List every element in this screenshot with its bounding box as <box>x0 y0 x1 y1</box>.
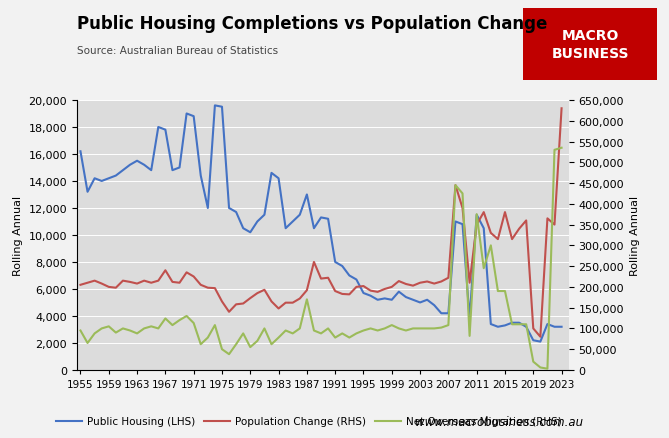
Net Overseas Migration (RHS) <box>240 331 248 336</box>
Population Change (RHS) <box>112 286 120 291</box>
Population Change (RHS) <box>232 302 240 307</box>
Population Change (RHS) <box>76 283 84 288</box>
Public Housing (LHS) <box>359 291 367 296</box>
Population Change (RHS) <box>557 106 565 112</box>
Line: Net Overseas Migration (RHS): Net Overseas Migration (RHS) <box>80 148 561 369</box>
Public Housing (LHS) <box>155 125 163 130</box>
Net Overseas Migration (RHS) <box>169 323 177 328</box>
Net Overseas Migration (RHS) <box>76 328 84 333</box>
Net Overseas Migration (RHS) <box>557 146 565 151</box>
Text: Source: Australian Bureau of Statistics: Source: Australian Bureau of Statistics <box>77 46 278 56</box>
Public Housing (LHS) <box>76 149 84 155</box>
Public Housing (LHS) <box>537 339 545 344</box>
Legend: Public Housing (LHS), Population Change (RHS), Net Overseas Migration (RHS): Public Housing (LHS), Population Change … <box>52 412 566 431</box>
Y-axis label: Rolling Annual: Rolling Annual <box>630 195 640 276</box>
Public Housing (LHS) <box>112 173 120 179</box>
Public Housing (LHS) <box>452 219 460 225</box>
Line: Public Housing (LHS): Public Housing (LHS) <box>80 106 561 342</box>
Net Overseas Migration (RHS) <box>232 342 240 347</box>
Line: Population Change (RHS): Population Change (RHS) <box>80 109 561 337</box>
Population Change (RHS) <box>353 285 361 290</box>
Population Change (RHS) <box>169 279 177 285</box>
Text: Public Housing Completions vs Population Change: Public Housing Completions vs Population… <box>77 15 547 33</box>
Population Change (RHS) <box>240 301 248 307</box>
Net Overseas Migration (RHS) <box>543 366 551 371</box>
Net Overseas Migration (RHS) <box>551 148 559 153</box>
Text: www.macrobusiness.com.au: www.macrobusiness.com.au <box>415 415 583 428</box>
Net Overseas Migration (RHS) <box>353 331 361 336</box>
Net Overseas Migration (RHS) <box>112 330 120 336</box>
Y-axis label: Rolling Annual: Rolling Annual <box>13 195 23 276</box>
Public Housing (LHS) <box>211 103 219 109</box>
Public Housing (LHS) <box>169 168 177 173</box>
Population Change (RHS) <box>537 334 545 339</box>
Population Change (RHS) <box>551 223 559 228</box>
Public Housing (LHS) <box>557 325 565 330</box>
Public Housing (LHS) <box>551 325 559 330</box>
Text: MACRO
BUSINESS: MACRO BUSINESS <box>551 29 629 61</box>
